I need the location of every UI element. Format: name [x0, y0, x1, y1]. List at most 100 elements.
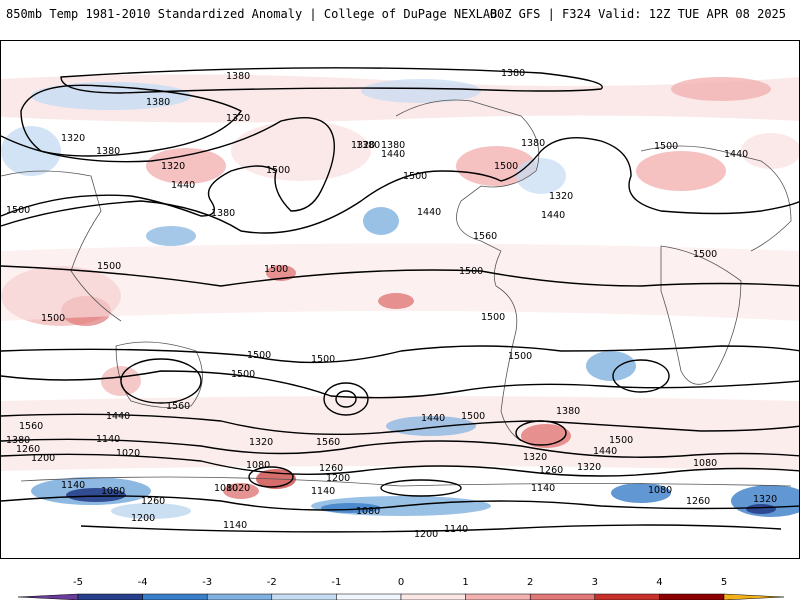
colorbar-segment	[271, 593, 337, 600]
map-panel: 1380 1380 1380 1320 1320 1380 1320 1440 …	[0, 40, 800, 559]
colorbar-tick-label: -1	[331, 577, 341, 588]
contour-label: 1320	[161, 161, 185, 172]
colorbar-segment	[336, 593, 402, 600]
contour-label: 1500	[508, 351, 532, 362]
colorbar-tick-label: 5	[721, 577, 727, 588]
colorbar-tick-label: -3	[202, 577, 212, 588]
contour-label: 1140	[96, 434, 120, 445]
contour-label: 1320	[351, 140, 375, 151]
contour-label: 1140	[223, 520, 247, 531]
colorbar-tick-label: 0	[398, 577, 404, 588]
map-svg: 1380 1380 1380 1320 1320 1380 1320 1440 …	[1, 67, 799, 540]
colorbar-segment	[400, 593, 466, 600]
contour-label: 1320	[61, 133, 85, 144]
contour-label: 1560	[316, 437, 340, 448]
contour-label: 1500	[6, 205, 30, 216]
contour-label: 1500	[264, 264, 288, 275]
contour-label: 1380	[96, 146, 120, 157]
contour-label: 1200	[31, 453, 55, 464]
colorbar-segment	[206, 593, 273, 600]
contour-label: 1500	[247, 350, 271, 361]
colorbar-tick-label: -4	[138, 577, 148, 588]
contour-label: 1380	[6, 435, 30, 446]
contour-label: 1500	[97, 261, 121, 272]
contour-label: 1320	[226, 113, 250, 124]
contour-label: 1500	[41, 313, 65, 324]
contour-label: 1320	[523, 452, 547, 463]
contour-label: 1200	[131, 513, 155, 524]
anomaly-shading	[1, 74, 799, 519]
model-run-info: 00Z GFS | F324 Valid: 12Z TUE APR 08 202…	[489, 7, 786, 21]
header: 850mb Temp 1981-2010 Standardized Anomal…	[0, 0, 800, 36]
contour-label: 1380	[381, 140, 405, 151]
colorbar-segment	[142, 593, 208, 600]
contour-label: 1500	[609, 435, 633, 446]
contour-label: 1020	[226, 483, 250, 494]
contour-label: 1380	[226, 71, 250, 82]
contour-label: 1500	[403, 171, 427, 182]
anomaly-colorbar: -5 -4 -3 -2 -1 0 1 2 3 4 5	[0, 570, 800, 600]
contour-label: 1500	[693, 249, 717, 260]
contour-label: 1200	[414, 529, 438, 540]
contour-label: 1320	[549, 191, 573, 202]
colorbar-svg: -5 -4 -3 -2 -1 0 1 2 3 4 5	[17, 577, 785, 600]
colorbar-extend-high	[723, 593, 785, 600]
colorbar-tick-label: -5	[73, 577, 83, 588]
contour-label: 1260	[141, 496, 165, 507]
contour-label: 1560	[19, 421, 43, 432]
contour-label: 1560	[473, 231, 497, 242]
contour-labels: 1380 1380 1380 1320 1320 1380 1320 1440 …	[6, 68, 777, 540]
contour-label: 1320	[577, 462, 601, 473]
contour-label: 1500	[494, 161, 518, 172]
contour-label: 1200	[326, 473, 350, 484]
contour-label: 1440	[541, 210, 565, 221]
colorbar-segment	[77, 593, 143, 600]
contour-label: 1080	[693, 458, 717, 469]
contour-label: 1380	[211, 208, 235, 219]
coastlines	[1, 99, 792, 487]
contour-label: 1260	[319, 463, 343, 474]
contour-label: 1440	[593, 446, 617, 457]
colorbar-extend-low	[17, 593, 79, 600]
contour-label: 1440	[417, 207, 441, 218]
contour-label: 1380	[356, 140, 380, 151]
colorbar-tick-label: -2	[267, 577, 277, 588]
colorbar-segment	[465, 593, 531, 600]
contour-label: 1500	[461, 411, 485, 422]
contour-label: 1080	[214, 483, 238, 494]
contour-label: 1260	[539, 465, 563, 476]
contour-label: 1260	[16, 444, 40, 455]
colorbar-segment	[529, 593, 596, 600]
colorbar-tick-label: 1	[462, 577, 468, 588]
contour-label: 1080	[356, 506, 380, 517]
contour-label: 1380	[501, 68, 525, 79]
contour-label: 1140	[311, 486, 335, 497]
contour-label: 1320	[249, 437, 273, 448]
contour-label: 1560	[166, 401, 190, 412]
contour-label: 1140	[61, 480, 85, 491]
colorbar-tick-label: 3	[592, 577, 598, 588]
contour-label: 1080	[101, 486, 125, 497]
contour-label: 1080	[648, 485, 672, 496]
contour-label: 1500	[459, 266, 483, 277]
contour-label: 1440	[724, 149, 748, 160]
contour-label: 1380	[146, 97, 170, 108]
contour-label: 1500	[266, 165, 290, 176]
contour-label: 1500	[231, 369, 255, 380]
colorbar-segment	[659, 593, 725, 600]
map-title: 850mb Temp 1981-2010 Standardized Anomal…	[6, 7, 498, 21]
contour-label: 1440	[171, 180, 195, 191]
colorbar-tick-label: 2	[527, 577, 533, 588]
contour-label: 1320	[753, 494, 777, 505]
contour-label: 1440	[106, 411, 130, 422]
contour-label: 1440	[421, 413, 445, 424]
colorbar-segment	[594, 593, 660, 600]
height-contours	[1, 67, 799, 533]
contour-label: 1260	[686, 496, 710, 507]
contour-label: 1020	[116, 448, 140, 459]
contour-label: 1380	[556, 406, 580, 417]
contour-label: 1140	[531, 483, 555, 494]
contour-label: 1440	[381, 149, 405, 160]
contour-label: 1500	[654, 141, 678, 152]
contour-label: 1380	[521, 138, 545, 149]
